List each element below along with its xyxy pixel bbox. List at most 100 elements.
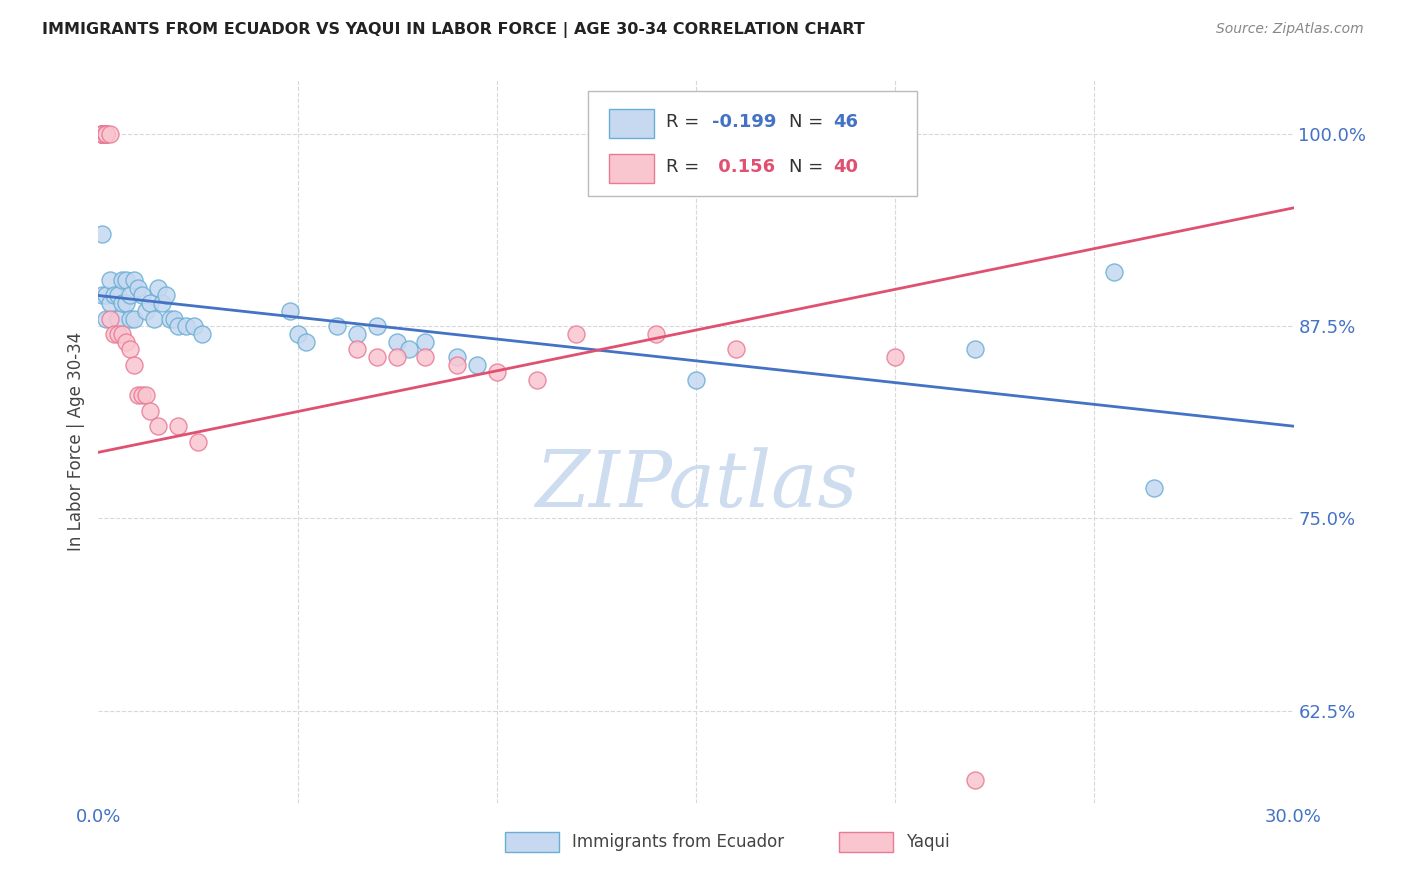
Point — [346, 343, 368, 357]
Point — [98, 296, 122, 310]
Point — [91, 127, 114, 141]
Point — [191, 326, 214, 341]
Point — [91, 127, 114, 141]
Y-axis label: In Labor Force | Age 30-34: In Labor Force | Age 30-34 — [66, 332, 84, 551]
Point — [96, 311, 118, 326]
Point — [963, 343, 986, 357]
Point — [111, 326, 134, 341]
Point — [167, 319, 190, 334]
Point — [485, 365, 508, 379]
Point — [120, 311, 142, 326]
Point — [120, 288, 142, 302]
Point — [115, 296, 138, 310]
Text: IMMIGRANTS FROM ECUADOR VS YAQUI IN LABOR FORCE | AGE 30-34 CORRELATION CHART: IMMIGRANTS FROM ECUADOR VS YAQUI IN LABO… — [42, 22, 865, 38]
Point — [183, 319, 205, 334]
Text: -0.199: -0.199 — [711, 113, 776, 131]
Point — [366, 350, 388, 364]
Point — [91, 227, 114, 241]
Point — [326, 319, 349, 334]
Point — [96, 127, 118, 141]
Point — [91, 127, 114, 141]
Point — [127, 388, 149, 402]
Point — [91, 127, 114, 141]
Point — [148, 281, 170, 295]
Point — [98, 273, 122, 287]
Text: N =: N = — [789, 158, 830, 176]
Point — [446, 358, 468, 372]
Point — [366, 319, 388, 334]
Point — [465, 358, 488, 372]
Point — [131, 288, 153, 302]
FancyBboxPatch shape — [609, 109, 654, 138]
Point — [103, 326, 125, 341]
Point — [398, 343, 420, 357]
Text: Immigrants from Ecuador: Immigrants from Ecuador — [572, 833, 783, 851]
Point — [91, 127, 114, 141]
Point — [645, 326, 668, 341]
Text: R =: R = — [666, 158, 704, 176]
Point — [150, 296, 173, 310]
Point — [884, 350, 907, 364]
Point — [346, 326, 368, 341]
Point — [413, 334, 436, 349]
Point — [111, 273, 134, 287]
Point — [565, 326, 588, 341]
Text: 46: 46 — [834, 113, 859, 131]
Point — [287, 326, 309, 341]
Text: Source: ZipAtlas.com: Source: ZipAtlas.com — [1216, 22, 1364, 37]
Point — [685, 373, 707, 387]
Point — [124, 311, 146, 326]
Point — [446, 350, 468, 364]
Point — [143, 311, 166, 326]
Point — [135, 304, 157, 318]
Text: 0.156: 0.156 — [711, 158, 775, 176]
Point — [111, 296, 134, 310]
Point — [159, 311, 181, 326]
FancyBboxPatch shape — [839, 831, 893, 852]
Text: Yaqui: Yaqui — [907, 833, 950, 851]
Point — [96, 288, 118, 302]
Point — [91, 127, 114, 141]
Point — [155, 288, 177, 302]
Point — [91, 127, 114, 141]
Point — [135, 388, 157, 402]
Point — [278, 304, 301, 318]
Point — [107, 311, 129, 326]
Point — [103, 288, 125, 302]
Point — [385, 350, 409, 364]
Point — [115, 273, 138, 287]
Point — [96, 127, 118, 141]
Point — [413, 350, 436, 364]
Point — [385, 334, 409, 349]
Point — [724, 343, 747, 357]
Point — [526, 373, 548, 387]
FancyBboxPatch shape — [589, 91, 917, 196]
Point — [963, 772, 986, 787]
Text: 40: 40 — [834, 158, 859, 176]
Point — [163, 311, 186, 326]
Point — [124, 273, 146, 287]
Point — [107, 326, 129, 341]
Point — [139, 296, 162, 310]
Point — [96, 127, 118, 141]
Point — [91, 288, 114, 302]
FancyBboxPatch shape — [609, 154, 654, 183]
Point — [91, 127, 114, 141]
Point — [115, 334, 138, 349]
Point — [96, 127, 118, 141]
Point — [148, 419, 170, 434]
Point — [131, 388, 153, 402]
Point — [174, 319, 197, 334]
Point — [98, 127, 122, 141]
Point — [120, 343, 142, 357]
Text: N =: N = — [789, 113, 830, 131]
Text: ZIPatlas: ZIPatlas — [534, 447, 858, 523]
Text: R =: R = — [666, 113, 704, 131]
FancyBboxPatch shape — [505, 831, 558, 852]
Point — [1143, 481, 1166, 495]
Point — [1104, 265, 1126, 279]
Point — [294, 334, 316, 349]
Point — [167, 419, 190, 434]
Point — [139, 404, 162, 418]
Point — [107, 288, 129, 302]
